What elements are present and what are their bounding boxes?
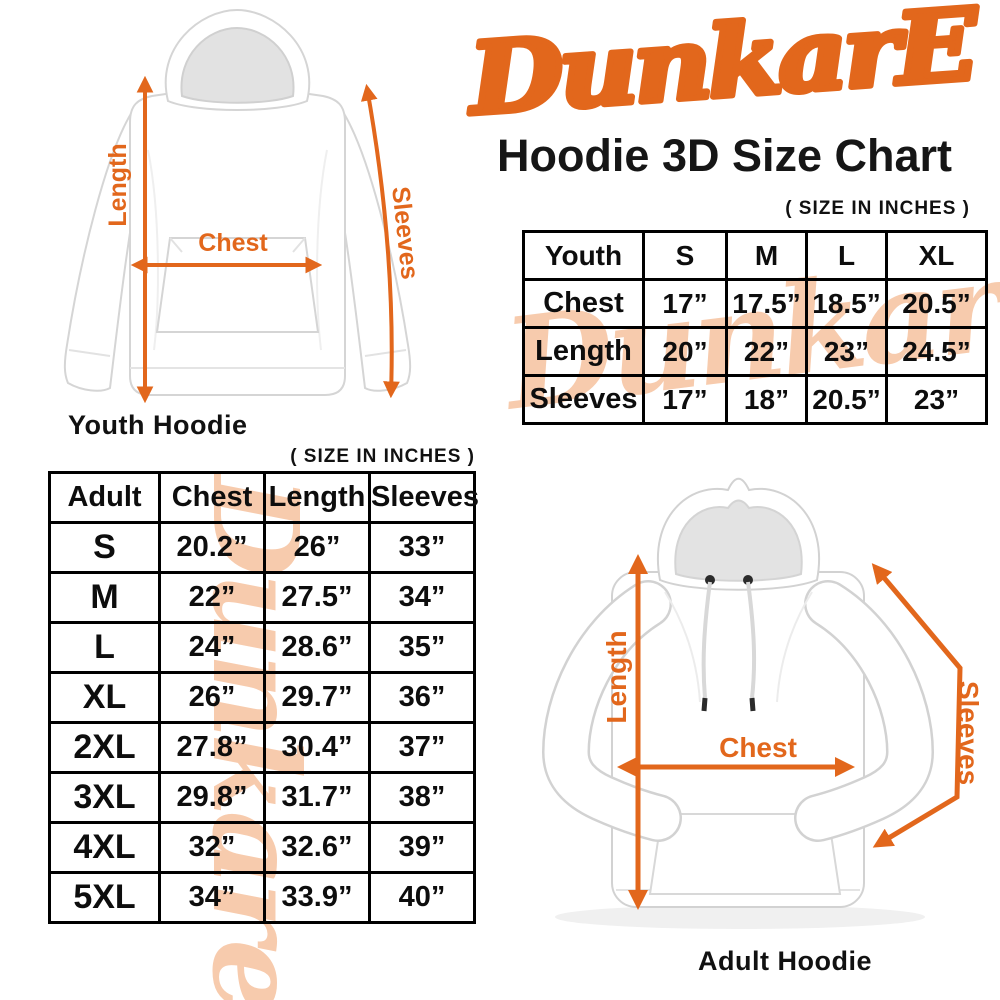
value-cell: 29.8” (158, 771, 266, 824)
value-cell: 20.5” (805, 374, 888, 425)
value-cell: 30.4” (263, 721, 371, 774)
table-row: 2XL 27.8” 30.4” 37” (48, 721, 476, 774)
table-row: XL 26” 29.7” 36” (48, 671, 476, 724)
row-label-cell: L (48, 621, 161, 674)
header-cell: S (642, 230, 728, 281)
value-cell: 36” (368, 671, 476, 724)
value-cell: 34” (368, 571, 476, 624)
header-cell: Length (263, 471, 371, 524)
value-cell: 23” (805, 326, 888, 377)
header-cell: M (725, 230, 808, 281)
brand-logo: DunkarE (450, 0, 995, 141)
value-cell: 23” (885, 374, 988, 425)
row-label-cell: XL (48, 671, 161, 724)
page-title: Hoodie 3D Size Chart (496, 130, 953, 181)
adult-sleeves-arrow (871, 563, 963, 848)
youth-hoodie-image (63, 8, 412, 404)
youth-size-table: Youth S M L XL Chest 17” 17.5” 18.5” 20.5” Length 2… (522, 230, 988, 425)
adult-size-note: ( SIZE IN INCHES ) (290, 446, 475, 467)
row-label-cell: Chest (522, 278, 645, 329)
row-label-cell: M (48, 571, 161, 624)
value-cell: 20” (642, 326, 728, 377)
value-cell: 26” (263, 521, 371, 574)
header-cell: Youth (522, 230, 645, 281)
table-row: Length 20” 22” 23” 24.5” (522, 326, 988, 377)
value-cell: 39” (368, 821, 476, 874)
table-row: S 20.2” 26” 33” (48, 521, 476, 574)
adult-hoodie-figure: Length Chest Sleeves Adult Hoodie (490, 462, 998, 997)
youth-sleeves-arrow (360, 83, 400, 399)
adult-size-table: Adult Chest Length Sleeves S 20.2” 26” 33” M 22” 2… (48, 471, 479, 924)
value-cell: 37” (368, 721, 476, 774)
row-label-cell: 5XL (48, 871, 161, 924)
brand-logo-text: DunkarE (462, 2, 983, 132)
table-row: 5XL 34” 33.9” 40” (48, 871, 476, 924)
value-cell: 38” (368, 771, 476, 824)
youth-hoodie-garment (63, 8, 412, 396)
row-label-cell: Length (522, 326, 645, 377)
youth-hoodie-figure: Length Chest Sleeves Youth Hoodie (10, 0, 465, 455)
value-cell: 24.5” (885, 326, 988, 377)
value-cell: 40” (368, 871, 476, 924)
value-cell: 22” (158, 571, 266, 624)
value-cell: 27.8” (158, 721, 266, 774)
value-cell: 26” (158, 671, 266, 724)
value-cell: 17” (642, 374, 728, 425)
value-cell: 32.6” (263, 821, 371, 874)
youth-measure-arrows (130, 75, 400, 404)
header-row: Adult Chest Length Sleeves (48, 471, 479, 524)
value-cell: 27.5” (263, 571, 371, 624)
value-cell: 32” (158, 821, 266, 874)
adult-hoodie-garment (541, 477, 935, 929)
table-row: M 22” 27.5” 34” (48, 571, 476, 624)
header-row: Youth S M L XL (522, 230, 988, 281)
row-label-cell: 3XL (48, 771, 161, 824)
adult-hoodie-image (541, 477, 963, 929)
value-cell: 29.7” (263, 671, 371, 724)
row-label-cell: Sleeves (522, 374, 645, 425)
value-cell: 34” (158, 871, 266, 924)
value-cell: 22” (725, 326, 808, 377)
value-cell: 24” (158, 621, 266, 674)
value-cell: 17.5” (725, 278, 808, 329)
value-cell: 18.5” (805, 278, 888, 329)
youth-size-note: ( SIZE IN INCHES ) (785, 198, 970, 219)
table-row: 4XL 32” 32.6” 39” (48, 821, 476, 874)
header-cell: Sleeves (368, 471, 479, 524)
table-row: Chest 17” 17.5” 18.5” 20.5” (522, 278, 988, 329)
header-cell: Chest (158, 471, 266, 524)
header-cell: XL (885, 230, 988, 281)
header-cell: L (805, 230, 888, 281)
value-cell: 17” (642, 278, 728, 329)
row-label-cell: 4XL (48, 821, 161, 874)
value-cell: 33” (368, 521, 476, 574)
value-cell: 31.7” (263, 771, 371, 824)
value-cell: 28.6” (263, 621, 371, 674)
value-cell: 18” (725, 374, 808, 425)
adult-hoodie-caption: Adult Hoodie (698, 946, 872, 976)
row-label-cell: S (48, 521, 161, 574)
value-cell: 20.2” (158, 521, 266, 574)
adult-measure-arrows (617, 554, 963, 910)
header-cell: Adult (48, 471, 161, 524)
row-label-cell: 2XL (48, 721, 161, 774)
value-cell: 20.5” (885, 278, 988, 329)
table-row: L 24” 28.6” 35” (48, 621, 476, 674)
value-cell: 33.9” (263, 871, 371, 924)
table-row: Sleeves 17” 18” 20.5” 23” (522, 374, 988, 425)
table-row: 3XL 29.8” 31.7” 38” (48, 771, 476, 824)
brand-logo-art: DunkarE (459, 0, 986, 141)
youth-hoodie-caption: Youth Hoodie (68, 410, 248, 440)
value-cell: 35” (368, 621, 476, 674)
